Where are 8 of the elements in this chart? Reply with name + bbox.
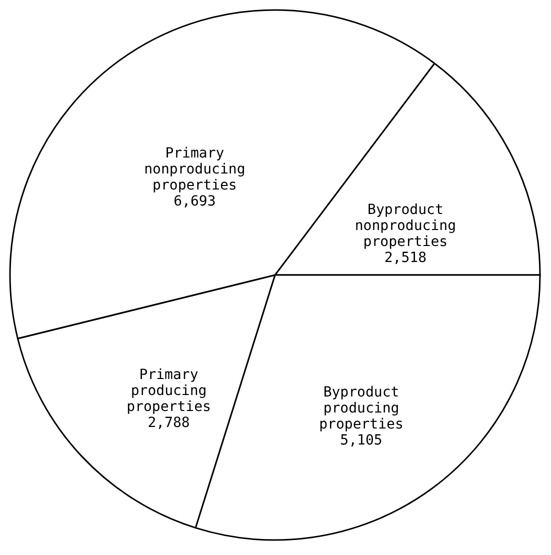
slice-label: Primary producing properties	[126, 366, 211, 415]
data-label: 5,105	[340, 432, 382, 448]
slice-label: Byproduct producing properties	[319, 384, 404, 432]
slice-label: Byproduct nonproducing properties	[354, 202, 456, 250]
data-label: 2,518	[384, 250, 427, 266]
data-label: 6,693	[174, 193, 216, 210]
slice-label: Primary nonproducing properties	[144, 145, 246, 194]
data-label: 2,788	[148, 414, 190, 431]
